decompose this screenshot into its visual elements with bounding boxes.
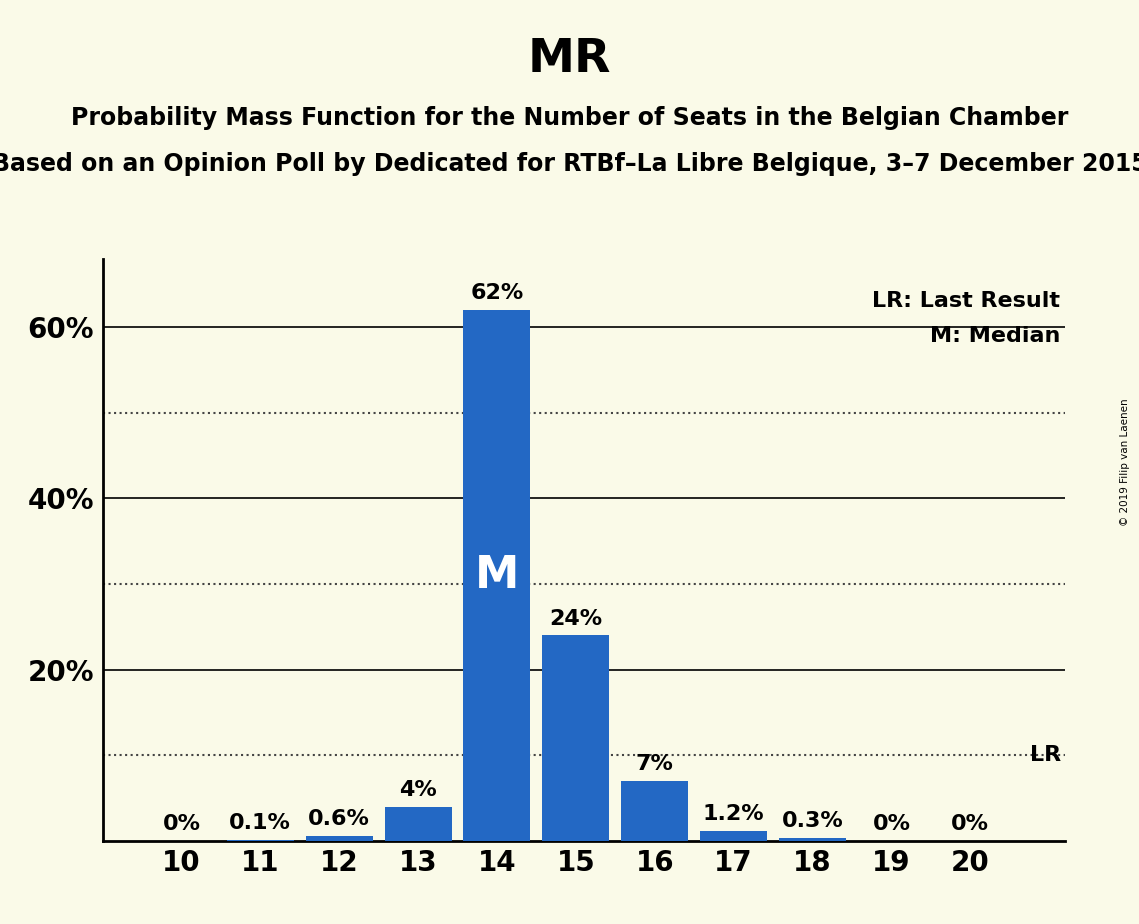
Text: 24%: 24% [549,609,603,628]
Text: M: Median: M: Median [929,325,1060,346]
Bar [464,310,531,841]
Text: 0%: 0% [872,814,910,834]
Text: 1.2%: 1.2% [703,804,764,823]
Text: 0%: 0% [951,814,990,834]
Bar [621,781,688,841]
Text: 0.6%: 0.6% [309,808,370,829]
Text: MR: MR [527,37,612,82]
Text: 7%: 7% [636,754,673,774]
Text: Probability Mass Function for the Number of Seats in the Belgian Chamber: Probability Mass Function for the Number… [71,106,1068,130]
Bar [542,636,609,841]
Text: © 2019 Filip van Laenen: © 2019 Filip van Laenen [1121,398,1130,526]
Text: Based on an Opinion Poll by Dedicated for RTBf–La Libre Belgique, 3–7 December 2: Based on an Opinion Poll by Dedicated fo… [0,152,1139,176]
Text: LR: LR [1030,746,1062,765]
Text: 0.3%: 0.3% [781,811,843,832]
Text: 0.1%: 0.1% [229,813,292,833]
Text: LR: Last Result: LR: Last Result [872,291,1060,310]
Bar [385,807,451,841]
Bar [305,835,372,841]
Text: 4%: 4% [399,780,437,800]
Text: M: M [475,554,519,597]
Text: 0%: 0% [163,814,200,834]
Bar [700,831,768,841]
Bar [779,838,846,841]
Text: 62%: 62% [470,284,524,303]
